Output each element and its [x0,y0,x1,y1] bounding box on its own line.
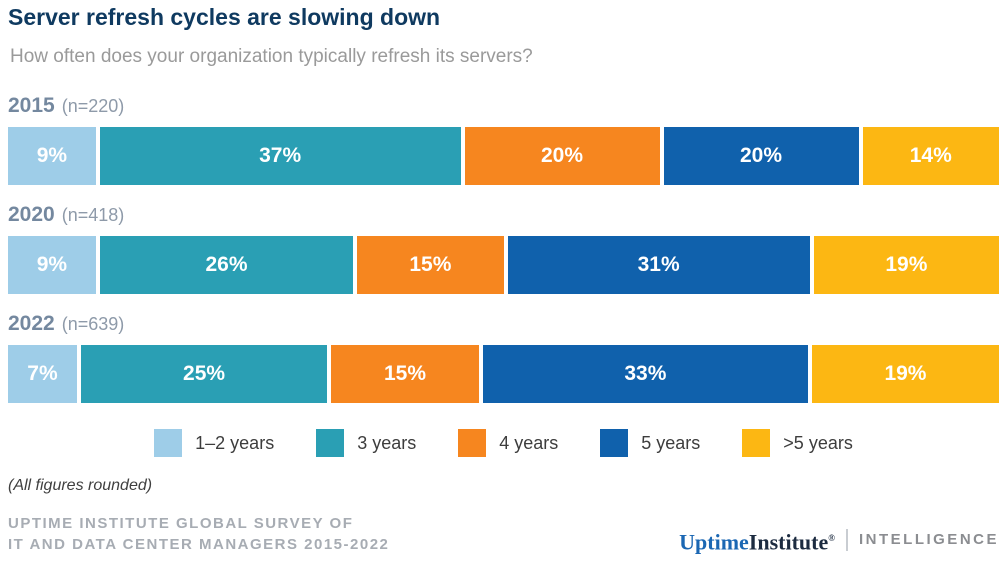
bar-segment: 20% [464,127,660,185]
segment-value-label: 37% [259,144,302,167]
legend-swatch [600,429,629,457]
segment-value-label: 15% [409,253,452,276]
bar-segment: 19% [811,345,1000,403]
segment-value-label: 19% [884,362,927,385]
registered-mark-icon: ® [828,532,835,543]
segment-value-label: 20% [739,144,783,167]
stacked-bar: 9% 26% 15% 31% 19% [8,236,999,294]
segment-value-label: 7% [27,362,58,385]
chart-row-2015: 2015 (n=220) 9% 37% 20% 20% 14% [8,94,999,185]
bar-segment: 20% [663,127,859,185]
row-sample-size: (n=418) [61,205,125,225]
legend-item: 3 years [316,429,416,457]
segment-value-label: 20% [540,144,584,167]
legend-swatch [742,429,771,457]
row-sample-size: (n=639) [61,314,125,334]
bar-segment: 15% [357,236,504,294]
chart-rows: 2015 (n=220) 9% 37% 20% 20% 14% 2020 (n=418) 9% 26… [8,94,1000,403]
legend-label: 4 years [499,432,559,453]
legend: 1–2 years 3 years 4 years 5 years >5 years [8,429,999,457]
legend-swatch [154,429,183,457]
bar-segment: 15% [331,345,479,403]
legend-item: 4 years [458,429,558,457]
chart-subtitle: How often does your organization typical… [10,46,533,67]
segment-value-label: 31% [637,253,680,276]
segment-value-label: 26% [205,253,248,276]
legend-swatch [458,429,487,457]
row-label: 2020 (n=418) [8,203,999,229]
segment-value-label: 33% [624,362,667,385]
legend-label: >5 years [783,432,853,453]
bar-segment: 26% [99,236,354,294]
legend-item: 5 years [600,429,700,457]
row-sample-size: (n=220) [61,96,125,116]
row-year: 2020 [8,203,55,226]
logo-wordmark: UptimeInstitute® [679,527,835,553]
source-line-1: UPTIME INSTITUTE GLOBAL SURVEY OF [8,515,354,532]
segment-value-label: 9% [36,253,68,276]
intelligence-label: INTELLIGENCE [858,531,999,549]
segment-value-label: 19% [885,253,928,276]
segment-value-label: 25% [183,362,226,385]
legend-item: 1–2 years [154,429,274,457]
segment-value-label: 9% [36,144,68,167]
segment-value-label: 15% [384,362,427,385]
bar-segment: 33% [482,345,808,403]
row-label: 2015 (n=220) [8,94,999,120]
bar-segment: 7% [8,345,77,403]
logo-divider [845,528,848,551]
footnote: (All figures rounded) [8,477,153,494]
footer: UPTIME INSTITUTE GLOBAL SURVEY OF IT AND… [8,513,999,555]
bar-segment: 14% [862,127,999,185]
bar-segment: 31% [507,236,810,294]
bar-segment: 19% [813,236,999,294]
legend-label: 1–2 years [195,432,275,453]
row-label: 2022 (n=639) [8,312,999,338]
bar-segment: 9% [8,236,96,294]
legend-label: 3 years [357,432,417,453]
stacked-bar: 9% 37% 20% 20% 14% [8,127,999,185]
bar-segment: 25% [80,345,328,403]
chart-row-2022: 2022 (n=639) 7% 25% 15% 33% 19% [8,312,1000,403]
segment-value-label: 14% [909,144,952,167]
legend-item: >5 years [742,429,853,457]
source-line-2: IT AND DATA CENTER MANAGERS 2015-2022 [8,536,390,553]
brand-uptime: Uptime [679,529,749,554]
row-year: 2022 [8,312,55,335]
bar-segment: 37% [99,127,461,185]
source-text: UPTIME INSTITUTE GLOBAL SURVEY OF IT AND… [8,513,389,555]
row-year: 2015 [8,94,55,117]
chart-row-2020: 2020 (n=418) 9% 26% 15% 31% 19% [8,203,999,294]
legend-label: 5 years [641,432,701,453]
bar-segment: 9% [8,127,96,185]
stacked-bar: 7% 25% 15% 33% 19% [8,345,1000,403]
chart-title: Server refresh cycles are slowing down [8,4,441,30]
legend-swatch [316,429,345,457]
brand-institute: Institute [748,529,829,554]
uptime-institute-logo: UptimeInstitute® INTELLIGENCE [679,527,999,555]
